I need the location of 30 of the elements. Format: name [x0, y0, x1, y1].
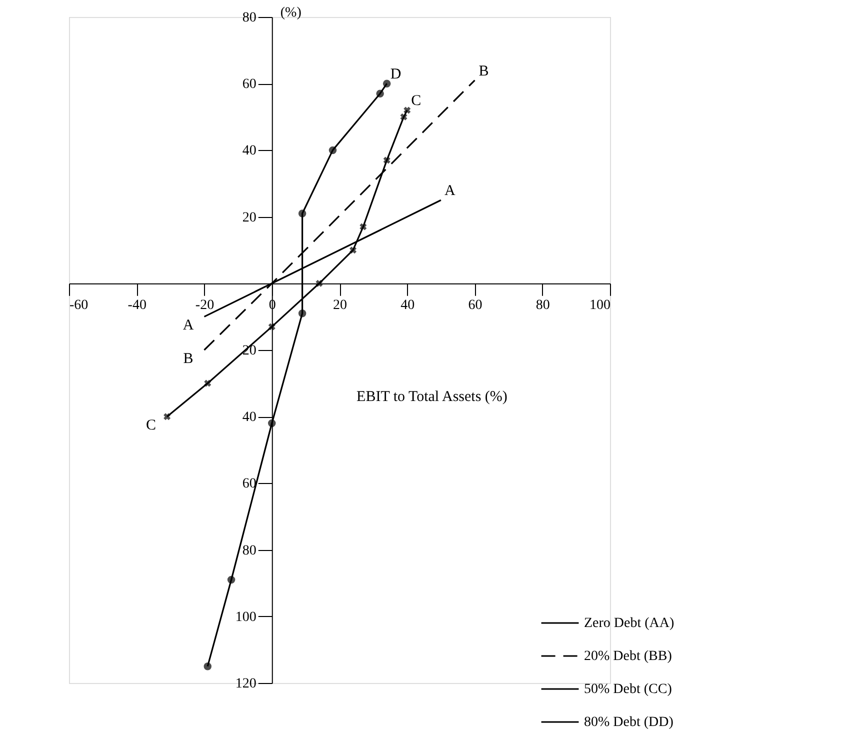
x-tick-label: -20 — [195, 298, 214, 313]
annotation: A — [182, 318, 194, 334]
annotation: B — [183, 351, 194, 367]
x-tick-label: 60 — [468, 298, 482, 313]
legend-label: Zero Debt (AA) — [584, 616, 675, 631]
annotation: C — [146, 418, 156, 434]
y-tick-label: 40 — [242, 144, 256, 159]
y-tick-label: 100 — [235, 610, 256, 625]
x-tick-label: 100 — [590, 298, 610, 313]
x-tick-label: -40 — [128, 298, 146, 313]
y-tick-label: 40 — [242, 410, 256, 426]
annotation: C — [411, 93, 422, 110]
y-tick-label: 60 — [242, 476, 256, 492]
x-tick-label: 80 — [536, 298, 550, 313]
legend-label: 20% Debt (BB) — [584, 649, 672, 664]
legend-label: 80% Debt (DD) — [584, 715, 674, 730]
x-axis-title: EBIT to Total Assets (%) — [356, 388, 508, 405]
y-tick-label: 20 — [242, 210, 256, 226]
y-axis-title: (%) — [280, 6, 302, 20]
y-tick-label: 120 — [235, 676, 256, 692]
y-tick-label: 80 — [242, 10, 256, 26]
y-tick-label: 80 — [242, 543, 256, 558]
y-tick-label: 60 — [242, 77, 256, 92]
x-tick-label: -60 — [70, 298, 88, 313]
x-tick-label: 20 — [333, 298, 347, 313]
annotation: B — [478, 63, 489, 80]
annotation: A — [444, 183, 456, 200]
x-tick-label: 40 — [400, 298, 415, 313]
legend-label: 50% Debt (CC) — [584, 682, 672, 697]
annotation: D — [390, 66, 402, 83]
